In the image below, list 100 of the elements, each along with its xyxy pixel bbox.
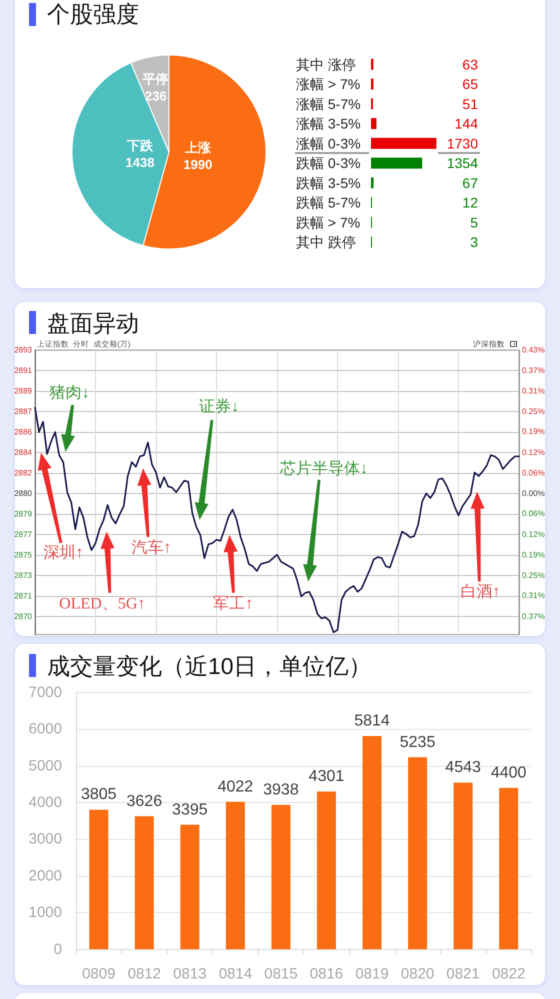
y-tick-label: 6000	[28, 720, 62, 738]
annotation: 军工↑	[213, 595, 254, 612]
y-tick-label: 2000	[28, 867, 62, 884]
y-tick-label: 2880	[14, 488, 33, 498]
bar	[180, 824, 200, 950]
x-tick-label: 0820	[400, 965, 434, 982]
annotation: 证券↓	[199, 397, 240, 416]
y-tick-label: 2870	[14, 612, 33, 621]
y-tick-label: 2893	[14, 346, 33, 354]
bar	[134, 816, 154, 950]
y-tick-label: 跌幅 0-3%	[296, 155, 361, 172]
data-label: 4022	[218, 778, 254, 796]
data-label: 5235	[400, 734, 436, 751]
data-label: 12	[462, 194, 478, 211]
data-label: 3	[470, 234, 478, 250]
y2-tick-label: 0.19%	[522, 550, 545, 560]
bar	[371, 158, 422, 169]
slice-label: 上涨	[184, 140, 212, 155]
x-tick-label: 0813	[173, 965, 207, 982]
y2-tick-label: 0.37%	[522, 366, 545, 375]
chart-title: 个股强度	[47, 0, 139, 29]
x-tick-label: 0809	[82, 965, 116, 982]
y-tick-label: 跌幅 3-5%	[296, 174, 361, 191]
chart-title: 盘面异动	[47, 308, 139, 338]
x-tick-label: 0816	[310, 965, 344, 982]
bar	[316, 792, 336, 950]
y-tick-label: 其中 跌停	[296, 234, 356, 250]
x-tick-label: 0815	[264, 965, 298, 982]
x-tick-label: 0819	[355, 965, 389, 982]
x-tick-label: 0822	[492, 965, 526, 982]
data-label: 4543	[445, 759, 481, 776]
y2-tick-label: 0.12%	[522, 448, 545, 457]
bar	[499, 788, 518, 950]
y-tick-label: 跌幅 5-7%	[296, 194, 361, 211]
y-tick-label: 其中 涨停	[296, 56, 356, 72]
y-tick-label: 2882	[14, 468, 33, 478]
y2-tick-label: 0.37%	[522, 612, 545, 621]
y-tick-label: 3000	[28, 830, 62, 848]
bar	[89, 810, 108, 950]
data-label: 236	[144, 88, 167, 104]
y-tick-label: 2889	[14, 386, 33, 396]
annotation: 芯片半导体↓	[278, 459, 368, 478]
y-tick-label: 2879	[14, 509, 33, 518]
y-tick-label: 2886	[14, 427, 33, 436]
bar	[371, 118, 376, 130]
chart-title: 成交量变化（近10日，单位亿）	[47, 652, 372, 680]
y2-tick-label: 0.31%	[522, 591, 545, 600]
x-tick-label: 0812	[128, 965, 161, 982]
bar	[362, 736, 382, 950]
y2-tick-label: 0.06%	[522, 468, 545, 478]
annotation: 深圳↑	[44, 543, 84, 562]
data-label: 3626	[126, 792, 162, 810]
x-tick-label: 0814	[218, 965, 252, 982]
bar	[408, 757, 428, 950]
annotation: OLED、5G↑	[59, 595, 146, 612]
y-tick-label: 涨幅 > 7%	[296, 76, 360, 92]
data-label: 3805	[80, 786, 117, 804]
y2-tick-label: 0.19%	[522, 427, 545, 436]
annotation: 汽车↑	[131, 538, 172, 556]
bar	[271, 804, 290, 950]
y-tick-label: 4000	[28, 794, 62, 812]
data-label: 1354	[446, 155, 478, 172]
bar	[371, 177, 374, 188]
y-tick-label: 2871	[14, 591, 33, 600]
y2-tick-label: 0.00%	[522, 488, 545, 498]
y-tick-label: 0	[54, 940, 62, 958]
y-tick-label: 涨幅 5-7%	[296, 96, 361, 112]
y-tick-label: 涨幅 3-5%	[296, 116, 361, 132]
data-label: 1438	[126, 154, 154, 170]
y-tick-label: 跌幅 > 7%	[296, 214, 360, 230]
annotation: 猪肉↓	[50, 383, 90, 402]
data-label: 1730	[446, 135, 478, 152]
y-tick-label: 5000	[28, 757, 62, 774]
y-tick-label: 2884	[14, 448, 33, 457]
slice-label: 下跌	[126, 138, 154, 153]
data-label: 5	[470, 214, 478, 230]
data-label: 5814	[354, 712, 390, 730]
y-tick-label: 2887	[14, 406, 33, 416]
slice-label: 平停	[142, 71, 169, 86]
data-label: 4301	[308, 768, 344, 786]
data-label: 3938	[263, 781, 299, 798]
data-label: 65	[462, 76, 478, 92]
y2-tick-label: 0.31%	[522, 386, 545, 396]
data-label: 4400	[490, 764, 527, 782]
data-label: 144	[454, 116, 478, 132]
y-tick-label: 涨幅 0-3%	[296, 135, 361, 152]
data-label: 67	[462, 174, 478, 191]
y-tick-label: 2891	[14, 366, 33, 375]
bar	[454, 782, 473, 950]
y-tick-label: 1000	[28, 904, 62, 922]
annotation: 白酒↑	[460, 582, 500, 600]
data-label: 1990	[183, 156, 212, 172]
y-tick-label: 2873	[14, 570, 33, 580]
y-tick-label: 7000	[28, 684, 62, 701]
y2-tick-label: 0.12%	[522, 530, 545, 539]
data-label: 51	[462, 96, 478, 112]
x-tick-label: 0821	[446, 965, 480, 982]
y2-tick-label: 0.43%	[522, 346, 545, 354]
y-tick-label: 2877	[14, 530, 33, 539]
y2-tick-label: 0.06%	[522, 509, 545, 518]
